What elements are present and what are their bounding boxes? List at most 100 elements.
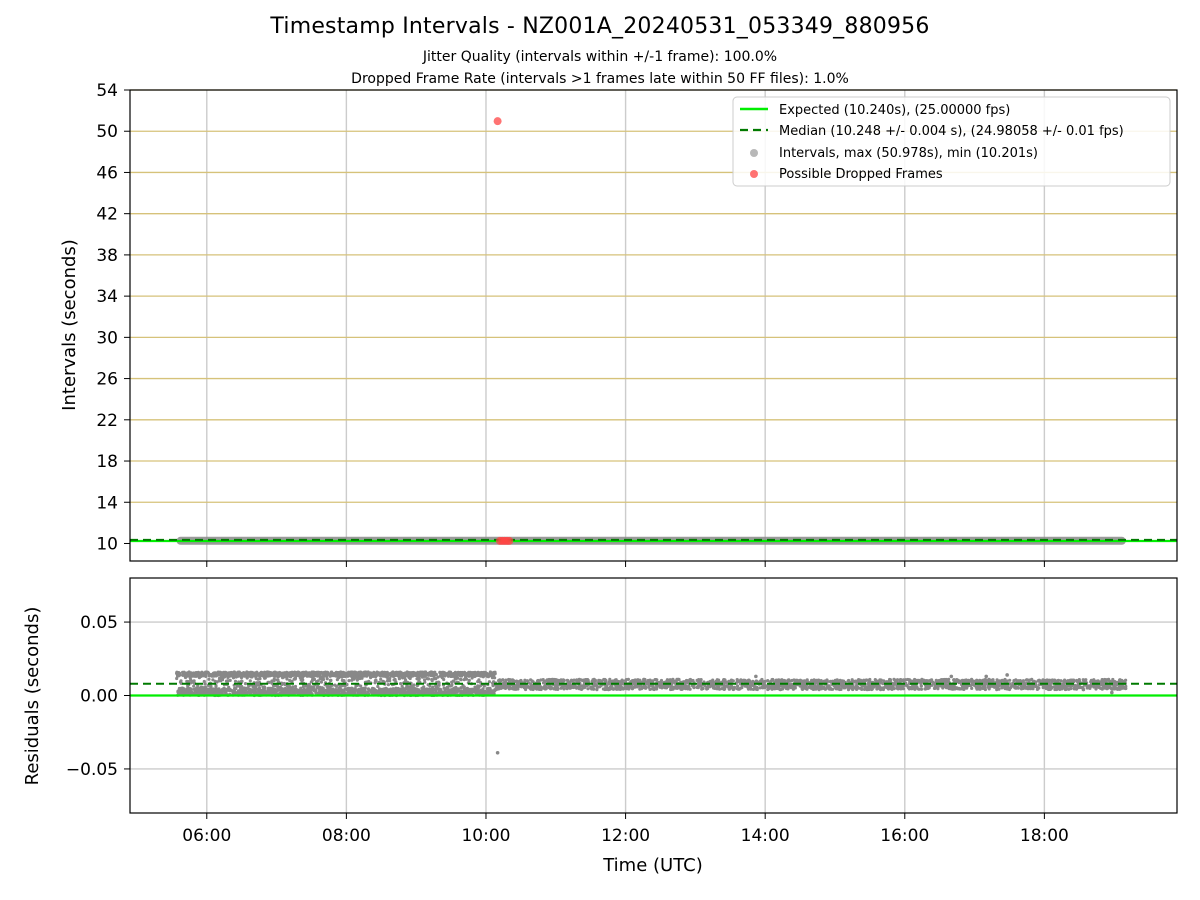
residual-point [936,685,940,689]
residual-point [549,685,553,689]
residual-point [949,685,954,690]
residual-point [722,682,726,687]
residual-point [367,679,371,684]
residual-point [529,678,533,682]
residual-point [928,678,933,683]
residual-point [434,677,438,681]
residual-point [1043,678,1047,683]
residual-point [327,685,331,689]
residual-point [1074,687,1078,691]
residual-point [582,678,586,682]
residual-point [237,671,241,675]
residual-point [298,689,302,693]
residual-point [620,679,624,683]
residual-point [216,687,220,691]
residual-point [870,687,874,691]
residual-point [536,679,540,683]
residual-point [671,678,675,682]
residual-point [892,677,896,682]
residual-point [896,687,900,691]
residual-point [956,679,961,683]
intervals-y-tick-label: 38 [96,246,118,266]
residual-point [255,687,259,691]
residual-point [253,685,258,689]
residual-point [471,672,475,676]
residual-point [899,679,903,683]
residual-point [284,674,288,678]
residual-point [860,687,864,692]
residual-point [470,674,474,678]
residual-point [975,685,979,690]
residual-point [1088,685,1092,689]
residual-point [335,671,339,675]
residual-point [775,681,780,685]
residual-point [800,687,805,692]
residual-point [715,684,720,688]
residual-point [283,671,287,675]
residual-point [787,685,792,689]
residual-point [800,683,805,687]
residual-point [835,678,839,682]
residual-point [531,680,535,684]
residual-point [193,689,197,693]
residual-point [855,682,859,686]
residual-point [376,684,380,689]
residual-point [458,674,462,678]
residual-point [1119,685,1123,690]
residual-point [403,676,407,680]
residual-point [865,678,869,682]
intervals-y-tick-label: 30 [96,328,118,348]
residual-point [487,680,491,684]
residual-point [791,686,796,690]
residual-point [316,684,320,688]
residual-point [234,672,238,677]
residual-point [1122,686,1126,690]
residual-point [580,684,585,688]
residual-point [226,672,230,677]
residual-point [350,670,355,674]
residual-point [278,670,282,675]
intervals-y-axis-label: Intervals (seconds) [59,239,80,411]
residual-point [417,677,421,681]
residual-point [1022,681,1026,685]
residual-point [372,687,376,691]
residual-point [930,683,934,687]
residual-point [565,687,569,691]
residual-point [443,691,447,695]
residual-point [904,678,908,682]
residual-point [1052,679,1056,683]
residual-point [978,687,982,691]
residual-point [304,672,308,676]
residual-point [386,683,390,687]
residual-point [248,689,252,693]
residual-point [468,670,472,675]
residual-point [354,671,358,675]
residual-point [487,672,491,676]
residual-point [1062,679,1066,684]
residual-point [409,674,413,678]
residual-point [459,689,463,693]
residual-point [419,689,423,694]
residual-point [554,683,558,687]
residual-point [622,686,626,690]
residual-point [1061,682,1065,686]
residual-point [207,688,211,692]
residual-point [1025,678,1029,682]
residual-point [863,686,867,690]
residual-point [329,674,333,678]
residual-point [198,688,202,693]
residual-point [379,673,383,678]
residual-point [223,690,227,694]
residual-point [783,679,787,683]
residual-point [980,678,985,683]
residual-point [315,670,319,674]
residual-point [360,676,364,680]
residual-point [688,687,692,691]
x-tick-label: 06:00 [182,826,231,846]
residual-point [397,671,401,675]
residual-point [634,681,638,685]
residual-point [248,679,252,683]
residual-point [577,686,581,691]
residual-point [965,686,969,690]
residual-point [981,686,985,690]
